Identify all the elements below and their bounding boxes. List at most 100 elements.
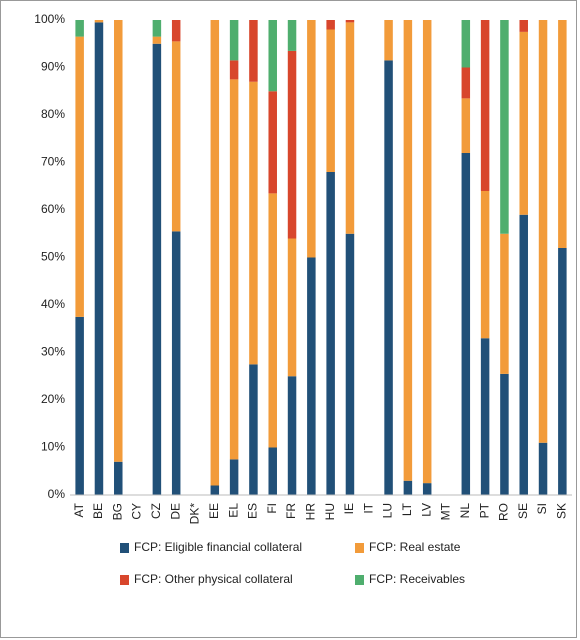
x-tick-label: RO [497,503,511,521]
x-tick-label: EL [226,503,240,518]
legend-swatch [120,543,129,553]
bar-segment [249,20,258,82]
bar-segment [326,29,335,172]
x-tick-label: HU [323,503,337,520]
bar-segment [75,316,84,495]
bar-segment [171,231,181,495]
bar-segment [461,98,471,153]
bar-segment [152,20,162,37]
bar-segment [152,43,162,495]
bar-segment [558,20,567,248]
x-tick-label: NL [458,503,472,519]
legend-swatch [355,543,364,553]
bar-segment [538,442,548,495]
bar-segment [229,79,239,460]
x-tick-label: EE [207,503,221,519]
bar-segment [229,60,239,80]
bar-segment [422,483,432,495]
bar-segment [403,20,413,481]
bar-segment [500,233,509,374]
bar-segment [345,22,355,234]
x-tick-label: BG [110,503,124,520]
bar-segment [384,20,393,61]
bar-segment [268,91,277,194]
legend: FCP: Eligible financial collateral FCP: R… [120,540,465,586]
x-tick-label: DE [168,503,182,520]
y-tick-label: 80% [41,107,65,121]
bar-segment [287,50,297,239]
x-tick-label: SE [516,503,530,519]
x-tick-label: CZ [149,503,163,519]
bar-segment [422,20,432,484]
x-tick-label: IT [361,502,375,513]
x-tick-label: ES [246,503,260,519]
bar-segment [114,20,123,462]
bar-segment [500,20,509,234]
legend-swatch [355,575,364,585]
x-tick-label: FR [284,503,298,519]
bar-segment [268,447,277,495]
x-tick-label: LU [381,503,395,518]
y-tick-label: 20% [41,392,65,406]
bar-segment [229,459,239,495]
x-tick-label: DK* [188,503,202,525]
bar-segment [94,20,104,23]
bar-segment [229,20,239,61]
bar-segment [287,376,297,495]
bar-segment [461,153,471,495]
legend-label: FCP: Receivables [369,572,465,586]
y-tick-label: 90% [41,60,65,74]
x-tick-label: PT [477,502,491,518]
bar-segment [519,31,528,215]
y-tick-label: 0% [48,487,66,501]
bar-segment [75,20,84,37]
x-tick-label: BE [91,503,105,519]
bar-segment [480,338,490,495]
bar-segment [210,485,220,495]
x-tick-label: FI [265,503,279,514]
bar-segment [403,480,413,495]
bar-segment [307,20,316,258]
bar-segment [326,20,335,30]
x-tick-label: LT [400,502,414,516]
x-tick-label: CY [130,503,144,520]
y-tick-label: 70% [41,155,65,169]
bar-segment [461,20,471,68]
bar-segment [171,41,181,232]
y-tick-label: 10% [41,440,65,454]
bar-segment [75,36,84,317]
x-tick-label: IE [342,503,356,514]
bar-segment [307,257,316,495]
bar-segment [461,67,471,99]
bar-segment [171,20,181,42]
bar-segment [268,193,277,448]
bar-segment [210,20,220,486]
bar-segment [326,172,335,495]
legend-label: FCP: Other physical collateral [134,572,293,586]
y-tick-label: 100% [34,12,65,26]
x-tick-label: HR [304,503,318,521]
bar-segment [94,22,104,495]
legend-label: FCP: Real estate [369,540,461,554]
bar-segment [558,248,567,495]
x-tick-label: AT [72,502,86,517]
x-tick-label: SI [535,503,549,514]
bar-segment [249,364,258,495]
bar-segment [480,20,490,191]
x-tick-label: SK [555,503,569,519]
bar-segment [114,461,123,495]
bar-segment [519,214,528,495]
bar-segment [152,36,162,44]
bar-segment [268,20,277,92]
bar-segment [287,20,297,51]
y-tick-label: 30% [41,345,65,359]
y-tick-label: 60% [41,202,65,216]
y-tick-label: 40% [41,297,65,311]
bar-segment [480,191,490,339]
bar-segment [519,20,528,32]
bar-segment [384,60,393,495]
x-tick-label: LV [419,503,433,517]
bar-segment [538,20,548,443]
